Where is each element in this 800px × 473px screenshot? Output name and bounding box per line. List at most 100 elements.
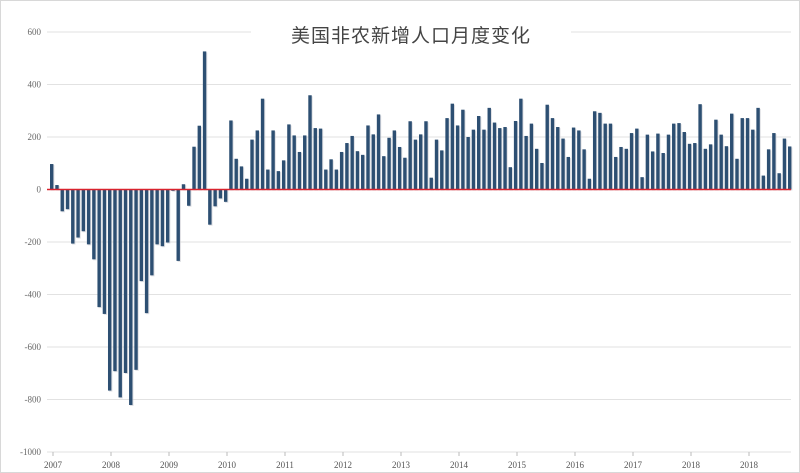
- x-tick-label: 2011: [276, 460, 294, 470]
- bar: [424, 121, 428, 190]
- bar: [434, 139, 439, 190]
- x-tick-label: 2018: [740, 460, 759, 470]
- bar: [329, 159, 333, 190]
- bar: [160, 189, 165, 247]
- bar: [129, 189, 133, 406]
- bar: [471, 129, 476, 190]
- bar: [392, 130, 397, 190]
- bar: [218, 189, 223, 199]
- bar: [176, 189, 180, 261]
- bar: [76, 189, 80, 238]
- bar: [92, 189, 96, 260]
- bar: [650, 151, 655, 190]
- bar: [498, 128, 502, 190]
- bar: [672, 123, 676, 190]
- bar: [260, 98, 265, 190]
- bar: [587, 178, 592, 190]
- bar: [619, 146, 623, 190]
- bar: [645, 134, 650, 190]
- y-tick-label: -600: [25, 342, 42, 352]
- bar: [366, 125, 370, 190]
- bar: [197, 125, 201, 190]
- bar: [287, 124, 291, 190]
- x-tick-label: 2016: [566, 460, 585, 470]
- x-tick-label: 2015: [508, 460, 527, 470]
- bar: [735, 158, 739, 190]
- bar: [123, 189, 128, 373]
- bar: [461, 109, 465, 190]
- bar: [761, 175, 766, 190]
- bar: [181, 184, 186, 190]
- bar: [445, 118, 449, 190]
- bar: [165, 189, 170, 243]
- bar: [635, 128, 639, 190]
- x-tick-label: 2017: [624, 460, 643, 470]
- bar: [150, 189, 154, 276]
- bar: [276, 171, 281, 190]
- bar: [107, 189, 112, 391]
- bar: [508, 167, 513, 190]
- bar: [693, 143, 697, 190]
- bar: [624, 148, 628, 190]
- bar: [223, 189, 228, 202]
- x-tick-label: 2013: [392, 460, 411, 470]
- bar: [561, 138, 565, 190]
- bar: [371, 134, 375, 190]
- bar: [640, 177, 644, 190]
- bar: [571, 127, 576, 190]
- bar: [482, 129, 486, 190]
- bar: [656, 133, 660, 190]
- bar: [250, 139, 254, 190]
- bar: [403, 157, 407, 190]
- bar: [598, 112, 602, 190]
- bar: [698, 104, 702, 190]
- bar: [534, 148, 539, 190]
- bar: [592, 111, 597, 190]
- bar: [487, 107, 491, 190]
- bar: [81, 189, 86, 232]
- bar: [450, 103, 455, 190]
- bar: [118, 189, 122, 398]
- x-tick-label: 2012: [334, 460, 352, 470]
- bar: [455, 125, 460, 190]
- y-tick-label: 400: [28, 80, 42, 90]
- bar: [661, 153, 665, 190]
- bar: [603, 123, 607, 190]
- bar: [614, 156, 618, 190]
- bar: [281, 160, 286, 190]
- bar: [545, 104, 549, 190]
- bar: [239, 166, 244, 190]
- bar: [782, 138, 787, 190]
- bar: [50, 164, 54, 190]
- y-tick-label: -800: [25, 395, 42, 405]
- bar: [350, 135, 354, 190]
- bar: [97, 189, 101, 308]
- bar: [788, 146, 792, 190]
- bar: [476, 116, 481, 190]
- bar: [550, 118, 555, 190]
- bar: [745, 118, 750, 190]
- bar: [361, 154, 365, 190]
- bar: [413, 139, 418, 190]
- bar: [666, 134, 671, 190]
- bar: [292, 135, 296, 190]
- bars: [50, 51, 793, 407]
- x-tick-label: 2018: [682, 460, 701, 470]
- bar: [113, 189, 117, 372]
- bar: [524, 135, 528, 190]
- bar: [60, 189, 64, 212]
- y-tick-label: -1000: [20, 447, 41, 457]
- bar: [566, 156, 570, 190]
- bar: [440, 150, 444, 190]
- x-tick-label: 2010: [218, 460, 237, 470]
- bar: [708, 144, 713, 190]
- y-tick-label: 200: [28, 132, 42, 142]
- bar: [234, 158, 238, 190]
- bar: [408, 121, 412, 190]
- bar: [724, 146, 729, 190]
- bar: [740, 118, 744, 190]
- bar: [466, 137, 470, 190]
- bar: [751, 129, 755, 190]
- bar: [629, 133, 634, 190]
